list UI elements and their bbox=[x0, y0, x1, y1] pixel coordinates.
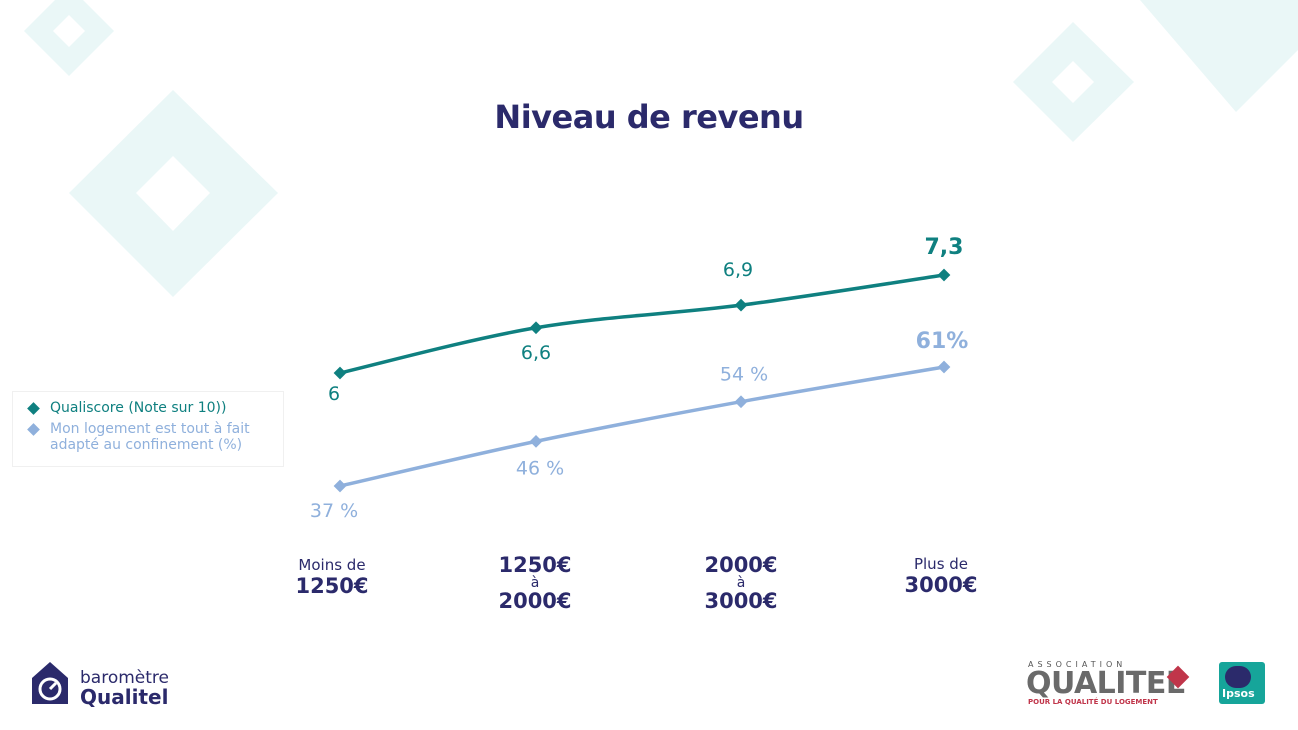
series-line-1 bbox=[338, 365, 946, 488]
category-line: 1250€ bbox=[498, 553, 572, 577]
category-line: 3000€ bbox=[904, 573, 978, 597]
data-point-marker bbox=[333, 366, 347, 380]
qualitel-tagline: POUR LA QUALITÉ DU LOGEMENT bbox=[1028, 698, 1158, 706]
data-point-marker bbox=[937, 360, 951, 374]
gauge-house-icon bbox=[32, 662, 68, 704]
association-qualitel-logo: ASSOCIATION QUALITEL POUR LA QUALITÉ DU … bbox=[1026, 660, 1196, 710]
diamond-marker-icon bbox=[27, 402, 40, 415]
data-point-marker bbox=[529, 321, 543, 335]
category-line: Moins de bbox=[298, 556, 366, 574]
barometre-qualitel-logo: baromètre Qualitel bbox=[30, 660, 180, 710]
data-point-marker bbox=[937, 268, 951, 282]
data-label: 7,3 bbox=[925, 235, 964, 260]
category-label-moins-1250: Moins de 1250€ bbox=[252, 555, 412, 597]
category-line: à bbox=[736, 575, 746, 591]
legend-label: Mon logement est tout à fait adapté au c… bbox=[50, 421, 250, 453]
qualitel-name: QUALITEL bbox=[1026, 666, 1185, 701]
data-label: 46 % bbox=[516, 457, 564, 479]
ipsos-head-icon bbox=[1225, 666, 1251, 688]
data-label: 6,6 bbox=[521, 342, 551, 364]
legend-label: Qualiscore (Note sur 10)) bbox=[50, 400, 227, 416]
data-point-marker bbox=[734, 395, 748, 409]
chart-legend: Qualiscore (Note sur 10)) Mon logement e… bbox=[12, 391, 284, 467]
data-label: 6 bbox=[328, 383, 340, 405]
data-label: 61% bbox=[916, 329, 969, 354]
data-point-marker bbox=[333, 479, 347, 493]
ipsos-logo: Ipsos bbox=[1219, 662, 1265, 704]
category-line: 3000€ bbox=[704, 589, 778, 613]
category-line: Plus de bbox=[913, 555, 969, 573]
category-label-plus-3000: Plus de 3000€ bbox=[861, 554, 1021, 596]
qualitel-text: Qualitel bbox=[80, 685, 169, 709]
data-point-marker bbox=[734, 298, 748, 312]
category-label-2000-3000: 2000€ à 3000€ bbox=[661, 554, 821, 612]
chart-title: Niveau de revenu bbox=[494, 98, 804, 136]
diamond-marker-icon bbox=[27, 423, 40, 436]
legend-item-qualiscore: Qualiscore (Note sur 10)) bbox=[27, 400, 283, 416]
category-label-1250-2000: 1250€ à 2000€ bbox=[455, 554, 615, 612]
barometre-text: baromètre bbox=[80, 668, 169, 688]
data-label: 54 % bbox=[720, 364, 768, 386]
series-line-0 bbox=[338, 273, 946, 375]
category-line: 1250€ bbox=[295, 574, 369, 598]
association-text: ASSOCIATION bbox=[1028, 660, 1127, 669]
category-line: 2000€ bbox=[704, 553, 778, 577]
legend-item-logement: Mon logement est tout à fait adapté au c… bbox=[27, 421, 283, 453]
data-label: 37 % bbox=[310, 500, 358, 522]
data-point-marker bbox=[529, 435, 543, 448]
data-label: 6,9 bbox=[723, 259, 753, 281]
category-line: 2000€ bbox=[498, 589, 572, 613]
category-line: à bbox=[530, 575, 540, 591]
ipsos-text: Ipsos bbox=[1222, 687, 1255, 700]
